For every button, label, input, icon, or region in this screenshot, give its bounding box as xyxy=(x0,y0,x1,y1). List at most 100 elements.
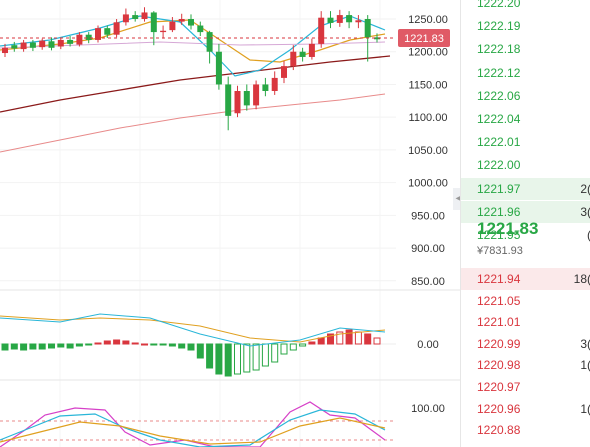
ask-volume: 3( xyxy=(580,204,590,219)
ask-row[interactable]: 1221.96 3( xyxy=(461,200,590,223)
candle-body xyxy=(48,41,55,48)
last-price-cny: ¥7831.93 xyxy=(477,245,523,257)
candle-body xyxy=(132,15,139,19)
bid-row[interactable]: 1220.98 1( xyxy=(461,354,590,376)
macd-bar xyxy=(317,337,325,345)
ask-row[interactable]: 1222.04 xyxy=(461,108,590,130)
collapse-panel-icon[interactable]: ◂ xyxy=(453,188,463,210)
candle-body xyxy=(197,25,204,33)
bid-volume: 1( xyxy=(580,358,590,373)
candle-body xyxy=(355,20,362,23)
current-price-tag: 1221.83 xyxy=(398,29,450,47)
bid-row[interactable]: 1221.94 18( xyxy=(461,268,590,290)
macd-bar xyxy=(168,343,176,347)
macd-bar xyxy=(289,343,297,351)
candle-body xyxy=(364,19,371,38)
price-tick-label: 1100.00 xyxy=(409,112,448,124)
bid-price: 1220.99 xyxy=(477,336,521,351)
macd-bar xyxy=(336,331,344,345)
price-tick-label: 850.00 xyxy=(411,276,445,288)
macd-bar xyxy=(345,329,353,345)
macd-bar xyxy=(373,337,381,345)
kdj-d-line xyxy=(0,417,386,445)
bid-price: 1220.97 xyxy=(477,380,521,394)
ask-row[interactable]: 1221.97 2( xyxy=(461,177,590,200)
candle-body xyxy=(29,42,36,48)
candlesticks xyxy=(2,7,380,131)
candle-body xyxy=(95,28,101,40)
kline-chart[interactable]: 1250.00 1200.00 1150.00 1100.00 1050.00 1000.… xyxy=(0,0,460,447)
ask-price: 1222.06 xyxy=(477,88,521,103)
macd-bar xyxy=(243,343,251,373)
bid-row[interactable]: 1220.96 1( xyxy=(461,398,590,420)
macd-bar xyxy=(224,343,232,377)
ask-row[interactable]: 1221.95 ( xyxy=(461,224,590,246)
ask-price: 1222.04 xyxy=(477,112,521,126)
price-tick-label: 950.00 xyxy=(411,210,445,222)
ask-row[interactable]: 1222.00 xyxy=(461,154,590,176)
macd-bar xyxy=(103,340,111,345)
macd-bar xyxy=(113,339,121,345)
candle-body xyxy=(160,30,167,33)
candle-body xyxy=(20,42,27,50)
ask-price: 1221.95 xyxy=(477,228,521,242)
macd-bar xyxy=(364,333,372,345)
ask-row[interactable]: 1222.12 xyxy=(461,62,590,84)
ask-row[interactable]: 1222.19 xyxy=(461,15,590,37)
bid-price: 1221.05 xyxy=(477,293,521,308)
price-axis: 1250.00 1200.00 1150.00 1100.00 1050.00 1000.… xyxy=(408,14,448,288)
bid-row[interactable]: 1220.99 3( xyxy=(461,333,590,355)
candle-body xyxy=(188,19,194,26)
macd-bar xyxy=(299,343,307,347)
candle-body xyxy=(169,21,176,31)
price-tick-label: 1250.00 xyxy=(408,14,448,26)
bid-row[interactable]: 1220.88 xyxy=(461,419,590,441)
candle-body xyxy=(122,14,129,23)
bid-price: 1221.94 xyxy=(477,272,521,286)
candle-body xyxy=(374,37,380,40)
ask-price: 1222.00 xyxy=(477,158,521,173)
ask-row[interactable]: 1222.06 xyxy=(461,85,590,107)
candle-body xyxy=(281,66,287,78)
bid-row[interactable]: 1221.01 xyxy=(461,311,590,333)
ask-volume: ( xyxy=(587,224,590,246)
macd-bar xyxy=(20,343,28,351)
macd-bar xyxy=(271,343,279,363)
bid-row[interactable]: 1220.97 xyxy=(461,376,590,398)
candle-body xyxy=(318,17,325,44)
ask-row[interactable]: 1222.01 xyxy=(461,131,590,153)
ask-row[interactable]: 1222.20 xyxy=(461,0,590,14)
bid-row[interactable]: 1221.05 xyxy=(461,290,590,312)
candle-body xyxy=(290,51,297,67)
macd-bar xyxy=(327,333,334,345)
macd-bar xyxy=(159,343,167,346)
bid-price: 1220.96 xyxy=(477,401,521,416)
order-book: 1222.20 1222.19 1222.18 1222.12 1222.06 1222.… xyxy=(460,0,590,447)
price-tick-label: 1200.00 xyxy=(408,47,448,59)
ma-extra-line xyxy=(0,41,386,49)
macd-bar xyxy=(354,331,362,345)
macd-bar xyxy=(215,343,223,375)
ask-price: 1222.01 xyxy=(477,135,521,150)
candle-body xyxy=(336,15,343,23)
macd-bar xyxy=(252,343,260,371)
ma-fast-line xyxy=(0,15,386,77)
candle-body xyxy=(308,43,315,57)
ask-volume: 2( xyxy=(580,181,590,196)
ask-price: 1222.19 xyxy=(477,19,521,34)
ask-row[interactable]: 1222.18 xyxy=(461,38,590,60)
macd-bar xyxy=(57,343,65,348)
macd-pane xyxy=(0,313,396,377)
candle-body xyxy=(39,40,46,48)
candle-body xyxy=(57,39,64,47)
candle-body xyxy=(67,39,74,44)
bid-row[interactable]: 1220.87 2 xyxy=(461,441,590,447)
macd-axis-label: 0.00 xyxy=(417,339,438,351)
bid-price: 1220.98 xyxy=(477,358,521,373)
candle-body xyxy=(11,45,18,49)
kdj-pane xyxy=(0,401,396,447)
bid-volume: 3( xyxy=(580,336,590,351)
macd-bar xyxy=(261,343,269,367)
ask-price: 1222.18 xyxy=(477,42,521,57)
